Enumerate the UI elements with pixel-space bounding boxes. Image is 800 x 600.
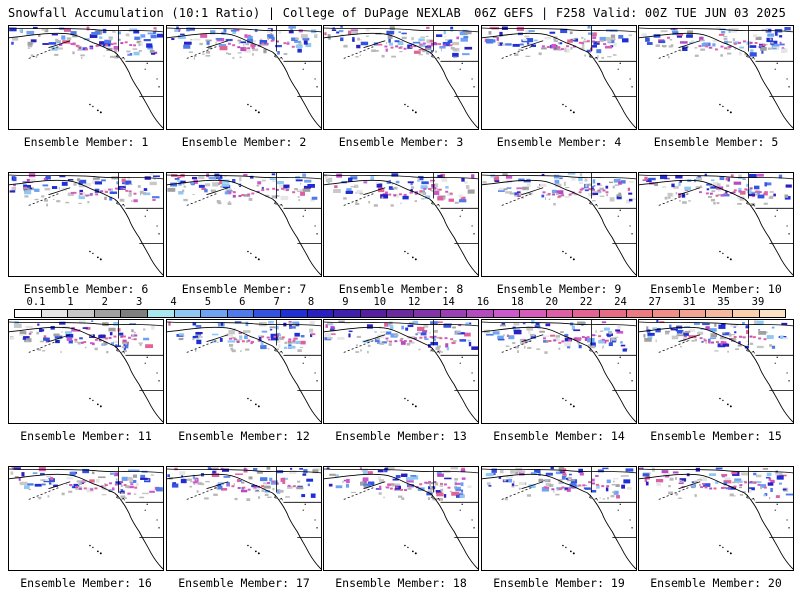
colorbar-tick-label: 39 [751, 296, 765, 308]
colorbar [14, 309, 786, 318]
ensemble-map-panel [8, 319, 164, 424]
ensemble-map-panel [638, 466, 794, 571]
colorbar-segment [227, 310, 255, 317]
ensemble-member-caption: Ensemble Member: 2 [181, 135, 307, 149]
ensemble-map-panel [166, 466, 322, 571]
colorbar-segment [147, 310, 175, 317]
ensemble-member-caption: Ensemble Member: 7 [181, 282, 307, 296]
colorbar-segment [307, 310, 335, 317]
colorbar-tick-label: 5 [204, 296, 212, 308]
colorbar-segment [41, 310, 69, 317]
ensemble-member-caption: Ensemble Member: 6 [23, 282, 149, 296]
colorbar-tick-label: 20 [545, 296, 559, 308]
ensemble-map-panel [8, 466, 164, 571]
ensemble-member-caption: Ensemble Member: 16 [20, 576, 152, 590]
colorbar-segment [440, 310, 468, 317]
ensemble-member-caption: Ensemble Member: 9 [496, 282, 622, 296]
colorbar-segment [360, 310, 388, 317]
colorbar-segment [15, 310, 42, 317]
colorbar-tick-label: 6 [239, 296, 246, 308]
ensemble-map-panel [323, 319, 479, 424]
ensemble-member-caption: Ensemble Member: 12 [178, 429, 310, 443]
ensemble-map-panel [166, 319, 322, 424]
colorbar-segment [467, 310, 494, 317]
colorbar-segment [94, 310, 122, 317]
ensemble-map-panel [8, 25, 164, 130]
model-run-info: 06Z GEFS | F258 Valid: 00Z TUE JUN 03 20… [474, 6, 786, 20]
ensemble-member-caption: Ensemble Member: 15 [650, 429, 782, 443]
colorbar-segment [280, 310, 308, 317]
colorbar-tick-label: 9 [342, 296, 349, 308]
colorbar-tick-label: 16 [476, 296, 490, 308]
ensemble-map-panel [638, 172, 794, 277]
colorbar-segment [334, 310, 361, 317]
colorbar-segment [413, 310, 441, 317]
colorbar-segment [68, 310, 95, 317]
ensemble-member-caption: Ensemble Member: 17 [178, 576, 310, 590]
colorbar-tick-label: 18 [511, 296, 524, 308]
ensemble-member-caption: Ensemble Member: 13 [335, 429, 467, 443]
colorbar-segment [759, 310, 786, 317]
ensemble-member-caption: Ensemble Member: 8 [338, 282, 464, 296]
colorbar-segment [174, 310, 202, 317]
colorbar-tick-label: 4 [170, 296, 177, 308]
ensemble-map-panel [323, 25, 479, 130]
ensemble-map-panel [166, 25, 322, 130]
colorbar-tick-label: 1 [67, 296, 74, 308]
ensemble-member-caption: Ensemble Member: 5 [653, 135, 779, 149]
colorbar-tick-label: 3 [135, 296, 143, 308]
ensemble-member-caption: Ensemble Member: 14 [493, 429, 625, 443]
ensemble-map-panel [323, 172, 479, 277]
ensemble-member-caption: Ensemble Member: 10 [650, 282, 782, 296]
ensemble-map-panel [481, 172, 637, 277]
map-title: Snowfall Accumulation (10:1 Ratio) | Col… [8, 6, 461, 20]
ensemble-map-panel [8, 172, 164, 277]
ensemble-map-panel [323, 466, 479, 571]
colorbar-tick-label: 12 [407, 296, 421, 308]
colorbar-segment [254, 310, 281, 317]
ensemble-map-panel [481, 319, 637, 424]
ensemble-member-caption: Ensemble Member: 1 [23, 135, 149, 149]
ensemble-map-panel [481, 25, 637, 130]
colorbar-tick-label: 22 [579, 296, 593, 308]
colorbar-segment [679, 310, 707, 317]
colorbar-segment [387, 310, 414, 317]
colorbar-tick-label: 14 [442, 296, 455, 308]
colorbar-segment [733, 310, 760, 317]
colorbar-tick-label: 0.1 [26, 296, 46, 308]
colorbar-segment [201, 310, 228, 317]
colorbar-labels: 0.1 1 2 3 4 5 6 7 8 9 10 12 14 16 18 20 22 24 27 31 35 39 [14, 296, 786, 308]
colorbar-tick-label: 2 [101, 296, 108, 308]
colorbar-tick-label: 8 [307, 296, 315, 308]
colorbar-segment [493, 310, 521, 317]
colorbar-segment [600, 310, 627, 317]
ensemble-map-panel [166, 172, 322, 277]
ensemble-map-panel [638, 319, 794, 424]
ensemble-member-caption: Ensemble Member: 19 [493, 576, 625, 590]
colorbar-segment [520, 310, 547, 317]
ensemble-member-caption: Ensemble Member: 18 [335, 576, 467, 590]
colorbar-tick-label: 35 [717, 296, 730, 308]
colorbar-segment [546, 310, 574, 317]
ensemble-member-caption: Ensemble Member: 4 [496, 135, 622, 149]
ensemble-member-caption: Ensemble Member: 3 [338, 135, 464, 149]
colorbar-segment [573, 310, 601, 317]
colorbar-tick-label: 27 [648, 296, 662, 308]
colorbar-segment [626, 310, 654, 317]
colorbar-tick-label: 31 [682, 296, 696, 308]
colorbar-tick-label: 10 [373, 296, 387, 308]
ensemble-member-caption: Ensemble Member: 11 [20, 429, 152, 443]
colorbar-segment [706, 310, 734, 317]
ensemble-map-panel [481, 466, 637, 571]
ensemble-map-panel [638, 25, 794, 130]
colorbar-tick-label: 7 [273, 296, 280, 308]
colorbar-segment [121, 310, 148, 317]
colorbar-tick-label: 24 [614, 296, 627, 308]
colorbar-segment [653, 310, 680, 317]
ensemble-member-caption: Ensemble Member: 20 [650, 576, 782, 590]
